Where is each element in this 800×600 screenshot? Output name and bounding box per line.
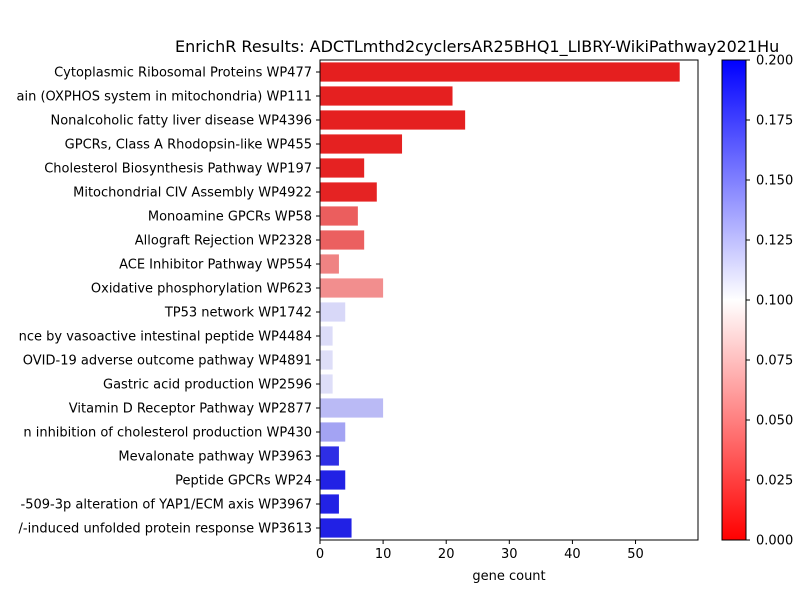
category-label: Vitamin D Receptor Pathway WP2877	[69, 402, 312, 417]
colorbar-tick-label: 0.200	[756, 54, 793, 69]
colorbar-tick-label: 0.150	[756, 174, 793, 189]
category-label: Cholesterol Biosynthesis Pathway WP197	[44, 162, 312, 177]
bar	[320, 86, 453, 106]
x-tick-label: 20	[438, 547, 455, 562]
plot-frame	[319, 59, 699, 541]
colorbar-tick-label: 0.000	[756, 534, 793, 549]
category-label: /-induced unfolded protein response WP36…	[19, 522, 313, 537]
chart-title: EnrichR Results: ADCTLmthd2cyclersAR25BH…	[175, 37, 779, 57]
category-label: ACE Inhibitor Pathway WP554	[119, 258, 312, 273]
category-label: n inhibition of cholesterol production W…	[23, 426, 312, 441]
bar	[320, 182, 377, 202]
bar	[320, 206, 358, 226]
category-label: GPCRs, Class A Rhodopsin-like WP455	[65, 138, 312, 153]
bar	[320, 350, 333, 370]
bar	[320, 470, 346, 490]
bar	[320, 398, 384, 418]
x-tick-label: 0	[316, 547, 324, 562]
bar	[320, 302, 346, 322]
category-label: Mitochondrial CIV Assembly WP4922	[73, 186, 312, 201]
category-label: Mevalonate pathway WP3963	[118, 450, 312, 465]
x-axis: 0 10 20 30 40 50	[316, 540, 644, 562]
category-labels: Cytoplasmic Ribosomal Proteins WP477 ain …	[17, 66, 320, 537]
x-tick-label: 50	[627, 547, 644, 562]
colorbar-tick-label: 0.125	[756, 234, 793, 249]
category-label: Cytoplasmic Ribosomal Proteins WP477	[54, 66, 312, 81]
bar	[320, 278, 384, 298]
bar	[320, 446, 339, 466]
bar	[320, 230, 365, 250]
colorbar-tick-label: 0.050	[756, 414, 793, 429]
colorbar-tick-label: 0.025	[756, 474, 793, 489]
bar	[320, 62, 680, 82]
bars-group	[320, 62, 680, 538]
category-label: OVID-19 adverse outcome pathway WP4891	[23, 354, 312, 369]
category-label: nce by vasoactive intestinal peptide WP4…	[19, 330, 312, 345]
category-label: Monoamine GPCRs WP58	[148, 210, 312, 225]
category-label: ain (OXPHOS system in mitochondria) WP11…	[17, 90, 312, 105]
category-label: TP53 network WP1742	[164, 306, 312, 321]
x-tick-label: 30	[501, 547, 518, 562]
x-tick-label: 40	[564, 547, 581, 562]
category-label: Gastric acid production WP2596	[103, 378, 312, 393]
category-label: Peptide GPCRs WP24	[175, 474, 312, 489]
category-label: Allograft Rejection WP2328	[135, 234, 312, 249]
category-label: Nonalcoholic fatty liver disease WP4396	[50, 114, 312, 129]
category-label: Oxidative phosphorylation WP623	[91, 282, 312, 297]
bar	[320, 326, 333, 346]
x-tick-label: 10	[375, 547, 392, 562]
colorbar-tick-label: 0.100	[756, 294, 793, 309]
bar	[320, 110, 466, 130]
colorbar-tick-label: 0.175	[756, 114, 793, 129]
colorbar-ticks: 0.000 0.025 0.050 0.075 0.100 0.125 0.150 0.175…	[746, 54, 793, 549]
bar	[320, 374, 333, 394]
bar	[320, 518, 352, 538]
bar	[320, 422, 346, 442]
colorbar	[721, 59, 747, 541]
colorbar-tick-label: 0.075	[756, 354, 793, 369]
category-label: -509-3p alteration of YAP1/ECM axis WP39…	[21, 498, 312, 513]
bar	[320, 254, 339, 274]
bar	[320, 158, 365, 178]
x-axis-label: gene count	[472, 569, 545, 584]
bar	[320, 134, 403, 154]
bar	[320, 494, 339, 514]
